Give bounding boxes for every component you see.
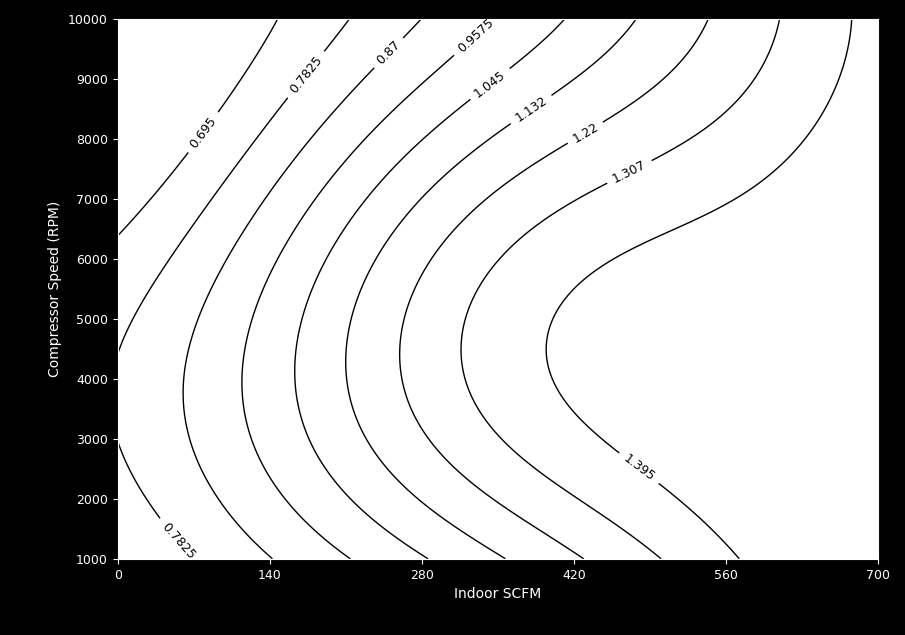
Text: 0.9575: 0.9575 [455,16,496,55]
Text: 1.307: 1.307 [611,158,648,185]
X-axis label: Indoor SCFM: Indoor SCFM [454,587,541,601]
Text: 1.22: 1.22 [570,120,601,145]
Y-axis label: Compressor Speed (RPM): Compressor Speed (RPM) [49,201,62,377]
Text: 0.7825: 0.7825 [287,53,325,96]
Text: 0.87: 0.87 [374,38,403,67]
Text: 1.132: 1.132 [513,94,549,125]
Text: 1.045: 1.045 [472,68,509,100]
Text: 1.395: 1.395 [621,452,657,484]
Text: 0.7825: 0.7825 [159,521,198,562]
Text: 0.695: 0.695 [187,114,219,150]
